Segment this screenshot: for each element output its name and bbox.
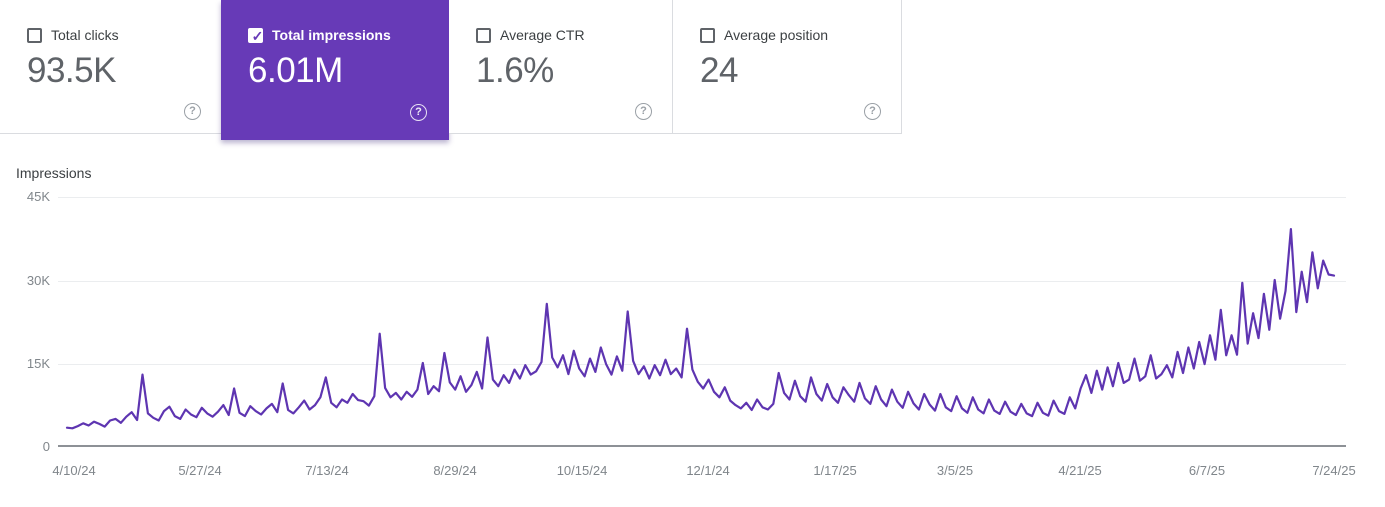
total-clicks-checkbox[interactable] — [27, 27, 42, 43]
x-tick: 7/24/25 — [1312, 463, 1356, 478]
metric-label: Total clicks — [51, 27, 119, 43]
checkmark-icon: ✓ — [251, 27, 264, 44]
gridline-15k — [58, 364, 1346, 365]
help-icon[interactable]: ? — [635, 103, 652, 120]
x-tick: 5/27/24 — [178, 463, 222, 478]
metric-value: 24 — [700, 51, 738, 90]
metric-label: Average position — [724, 27, 829, 43]
metric-value: 93.5K — [27, 51, 116, 90]
x-tick: 4/10/24 — [52, 463, 96, 478]
chart-axis-title: Impressions — [16, 165, 92, 181]
metric-card-total-clicks[interactable]: Total clicks 93.5K ? — [0, 0, 221, 134]
x-tick: 12/1/24 — [686, 463, 730, 478]
gridline-45k — [58, 197, 1346, 198]
metric-value: 1.6% — [476, 51, 554, 90]
average-ctr-checkbox[interactable] — [476, 27, 491, 43]
y-tick-30k: 30K — [26, 273, 50, 288]
metric-card-average-position[interactable]: Average position 24 ? — [672, 0, 902, 134]
x-tick: 1/17/25 — [813, 463, 857, 478]
x-tick: 10/15/24 — [556, 463, 608, 478]
x-tick: 6/7/25 — [1188, 463, 1226, 478]
gridline-30k — [58, 281, 1346, 282]
metric-label: Total impressions — [272, 27, 391, 43]
impressions-series-line — [65, 228, 1336, 430]
x-tick: 3/5/25 — [936, 463, 974, 478]
y-tick-15k: 15K — [26, 356, 50, 371]
help-icon[interactable]: ? — [410, 104, 427, 121]
help-icon[interactable]: ? — [184, 103, 201, 120]
x-tick: 7/13/24 — [305, 463, 349, 478]
metric-label: Average CTR — [500, 27, 585, 43]
average-position-checkbox[interactable] — [700, 27, 715, 43]
metric-cards-row: Total clicks 93.5K ? ✓ Total impressions… — [0, 0, 902, 141]
y-tick-0: 0 — [42, 439, 50, 454]
help-icon[interactable]: ? — [864, 103, 881, 120]
y-tick-45k: 45K — [26, 189, 50, 204]
metric-card-total-impressions[interactable]: ✓ Total impressions 6.01M ? — [221, 0, 449, 140]
metric-card-average-ctr[interactable]: Average CTR 1.6% ? — [449, 0, 672, 134]
x-tick: 8/29/24 — [433, 463, 477, 478]
total-impressions-checkbox[interactable]: ✓ — [248, 27, 264, 44]
metric-value: 6.01M — [248, 51, 343, 90]
x-tick: 4/21/25 — [1058, 463, 1102, 478]
x-axis-line — [58, 445, 1346, 447]
